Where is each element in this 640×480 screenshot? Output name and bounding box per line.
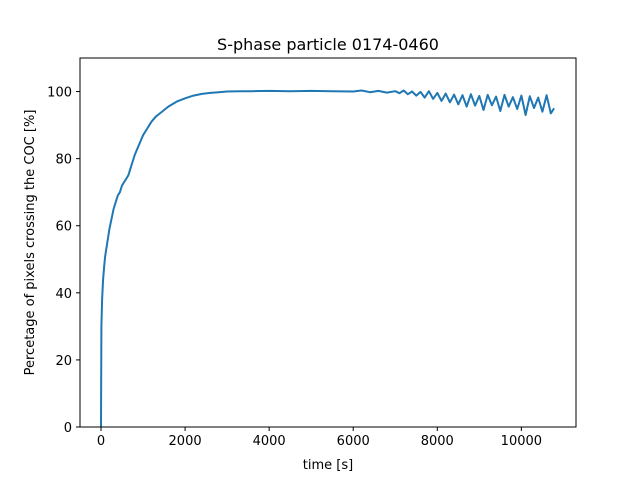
y-tick-label: 20 — [55, 354, 72, 369]
x-tick-label: 2000 — [169, 434, 202, 449]
x-axis-label: time [s] — [303, 458, 353, 473]
y-tick-label: 80 — [55, 153, 72, 168]
y-tick-label: 100 — [47, 86, 72, 101]
y-tick-label: 60 — [55, 220, 72, 235]
plot-frame — [79, 57, 577, 428]
axis-ticks: 0 2000 4000 6000 8000 10000 0 20 40 60 80 100 — [47, 86, 542, 449]
y-tick-label: 40 — [55, 287, 72, 302]
plot-area — [100, 89, 555, 428]
x-tick-label: 8000 — [421, 434, 454, 449]
x-tick-label: 6000 — [337, 434, 370, 449]
x-tick-label: 0 — [97, 434, 105, 449]
x-tick-label: 4000 — [253, 434, 286, 449]
y-tick-label: 0 — [64, 421, 72, 436]
chart-title: S-phase particle 0174-0460 — [217, 35, 439, 54]
y-axis-label: Percetage of pixels crossing the COC [%] — [23, 110, 38, 376]
series-line — [100, 89, 555, 428]
x-tick-label: 10000 — [501, 434, 542, 449]
